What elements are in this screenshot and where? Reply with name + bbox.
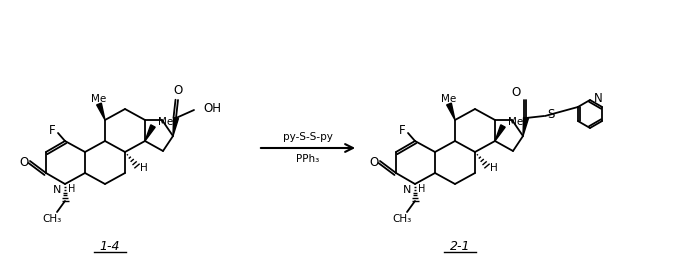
Text: OH: OH [203,101,221,115]
Text: H: H [68,184,75,194]
Text: O: O [173,84,182,97]
Text: Me: Me [92,94,107,104]
Text: CH₃: CH₃ [392,214,412,224]
Text: F: F [49,125,55,138]
Text: N: N [52,185,61,195]
Text: H: H [140,163,147,173]
Text: O: O [369,155,379,168]
Polygon shape [495,125,505,141]
Text: N: N [594,92,603,105]
Polygon shape [145,125,155,141]
Text: O: O [512,87,521,100]
Text: Me: Me [158,117,173,127]
Polygon shape [96,103,105,120]
Text: 2-1: 2-1 [449,241,470,253]
Text: S: S [547,107,555,120]
Text: 1-4: 1-4 [100,241,120,253]
Text: N: N [403,185,411,195]
Text: Me: Me [441,94,456,104]
Text: CH₃: CH₃ [43,214,62,224]
Text: H: H [490,163,498,173]
Text: PPh₃: PPh₃ [296,154,319,164]
Text: O: O [20,155,29,168]
Text: F: F [398,125,405,138]
Text: H: H [418,184,426,194]
Text: Me: Me [508,117,524,127]
Polygon shape [173,117,178,136]
Polygon shape [447,103,455,120]
Polygon shape [523,117,528,136]
Text: py-S-S-py: py-S-S-py [283,132,333,142]
